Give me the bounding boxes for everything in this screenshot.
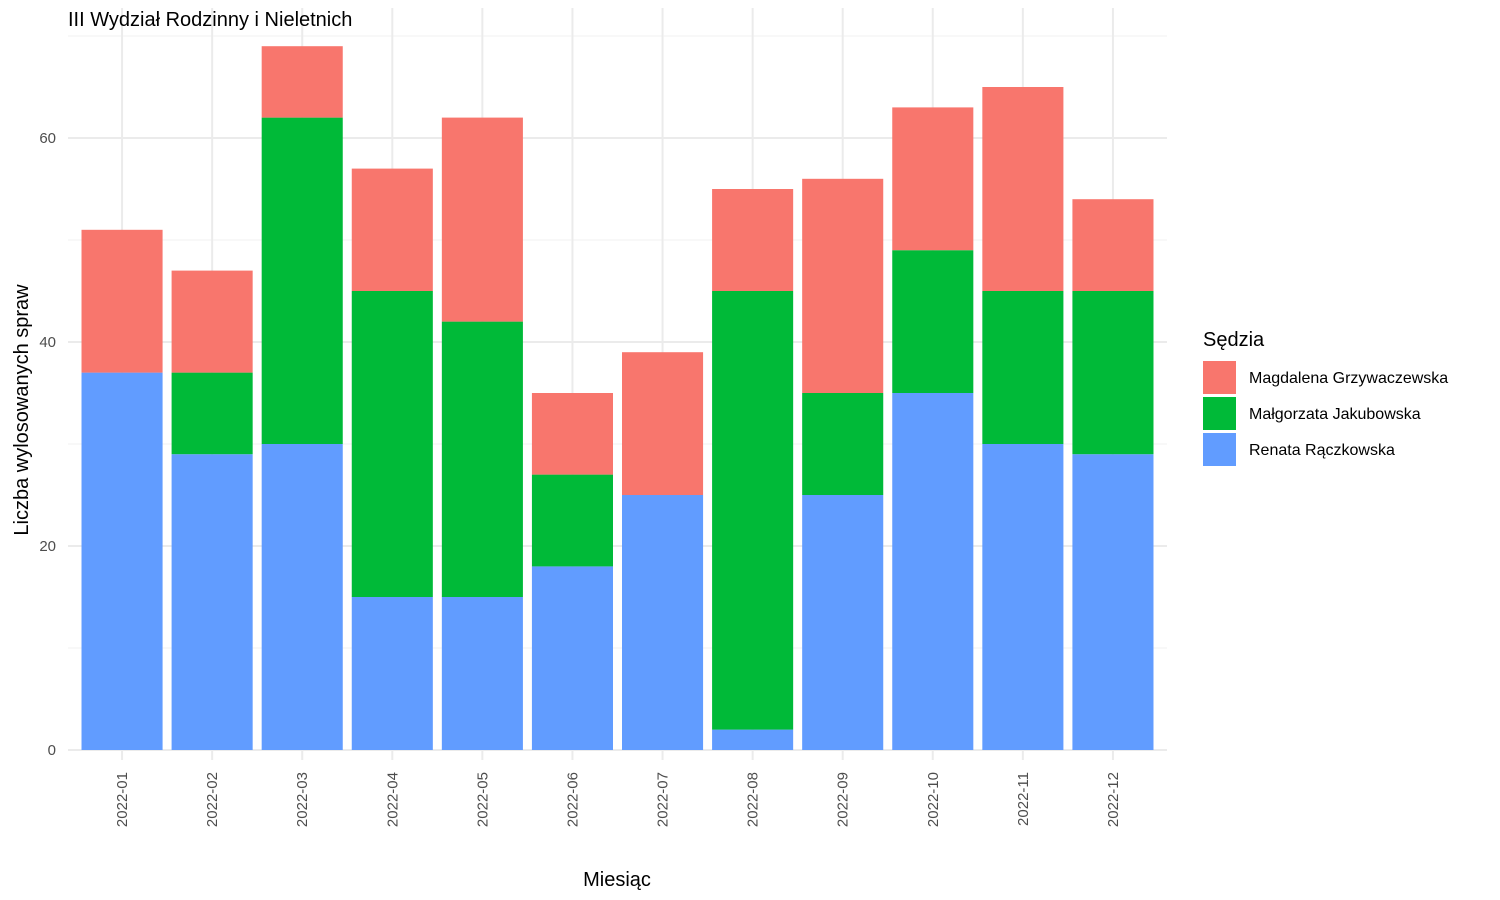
x-tick-label: 2022-11 — [1015, 772, 1032, 826]
legend-title: Sędzia — [1203, 329, 1265, 351]
bar-segment — [441, 321, 523, 597]
x-tick-label: 2022-02 — [204, 772, 221, 827]
legend-swatch — [1203, 433, 1236, 466]
x-tick-label: 2022-06 — [564, 772, 581, 827]
chart-title: III Wydział Rodzinny i Nieletnich — [68, 9, 352, 31]
bar-segment — [712, 291, 794, 730]
bar-segment — [892, 393, 974, 750]
y-tick-label: 0 — [48, 742, 56, 759]
bar-segment — [81, 229, 163, 373]
bar-segment — [531, 393, 613, 475]
bar-segment — [351, 597, 433, 750]
bar-segment — [81, 372, 163, 750]
bar-segment — [441, 117, 523, 322]
bar-segment — [982, 87, 1064, 291]
bar-segment — [802, 178, 884, 393]
x-tick-label: 2022-12 — [1105, 772, 1122, 827]
bar-segment — [982, 291, 1064, 444]
bar-segment — [712, 189, 794, 291]
bar-segment — [351, 168, 433, 291]
bar-segment — [171, 454, 253, 750]
axis-ticks: 0 20 40 60 2022-01 2022-02 2022-03 2022-04 2022-… — [39, 130, 1122, 827]
bar-segment — [261, 117, 343, 444]
bar-segment — [261, 444, 343, 750]
legend-label: Magdalena Grzywaczewska — [1249, 370, 1448, 387]
legend-swatch — [1203, 397, 1236, 430]
x-tick-label: 2022-07 — [655, 772, 672, 827]
bar-segment — [892, 250, 974, 393]
x-tick-label: 2022-04 — [384, 772, 401, 827]
y-axis-title: Liczba wylosowanych spraw — [11, 284, 33, 536]
bar-segment — [1072, 199, 1154, 291]
x-tick-label: 2022-03 — [294, 772, 311, 827]
bar-segment — [531, 566, 613, 750]
bar-segment — [441, 597, 523, 750]
bar-segment — [622, 352, 704, 495]
bar-segment — [531, 474, 613, 567]
bar-segment — [171, 372, 253, 455]
x-axis-title: Miesiąc — [583, 869, 651, 891]
bar-segment — [802, 495, 884, 750]
legend-swatch — [1203, 361, 1236, 394]
x-tick-label: 2022-10 — [925, 772, 942, 827]
bar-segment — [171, 270, 253, 373]
bar-segment — [351, 291, 433, 597]
bars — [81, 46, 1154, 750]
bar-segment — [982, 444, 1064, 750]
bar-segment — [712, 729, 794, 750]
x-tick-label: 2022-01 — [114, 772, 131, 827]
bar-segment — [261, 46, 343, 118]
legend-label: Renata Rączkowska — [1249, 442, 1395, 459]
bar-segment — [1072, 454, 1154, 750]
bar-segment — [1072, 291, 1154, 455]
legend: Sędzia Magdalena Grzywaczewska Małgorzata… — [1203, 329, 1448, 466]
y-tick-label: 60 — [39, 130, 56, 147]
legend-label: Małgorzata Jakubowska — [1249, 406, 1421, 423]
bar-segment — [622, 495, 704, 750]
x-tick-label: 2022-09 — [835, 772, 852, 827]
x-tick-label: 2022-05 — [474, 772, 491, 827]
bar-segment — [892, 107, 974, 251]
bar-segment — [802, 393, 884, 495]
y-tick-label: 40 — [39, 334, 56, 351]
y-tick-label: 20 — [39, 538, 56, 555]
x-tick-label: 2022-08 — [745, 772, 762, 827]
